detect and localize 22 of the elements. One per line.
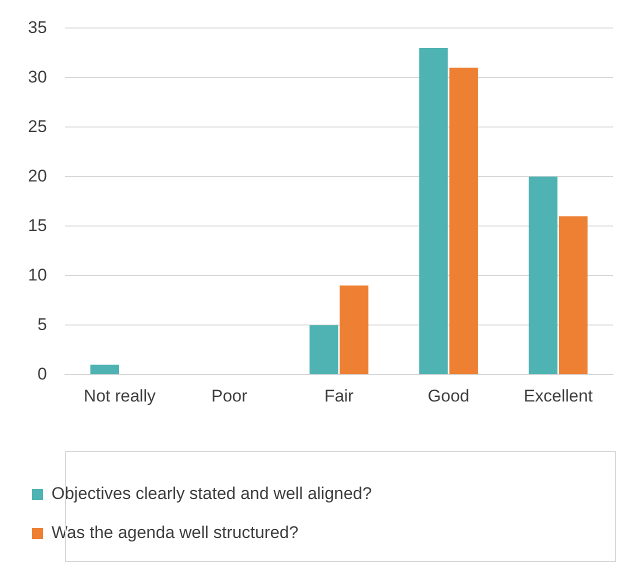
y-tick-label: 10 — [28, 265, 47, 284]
legend-label: Was the agenda well structured? — [52, 523, 298, 542]
y-tick-label: 5 — [37, 314, 47, 334]
x-tick-label: Poor — [211, 386, 248, 406]
y-tick-label: 30 — [28, 67, 47, 86]
x-tick-label: Fair — [324, 386, 354, 406]
y-tick-label: 25 — [28, 116, 47, 136]
bar — [528, 176, 558, 374]
x-tick-label: Excellent — [524, 386, 593, 406]
bar — [558, 216, 588, 374]
bar — [419, 48, 448, 374]
x-tick-label: Good — [428, 386, 470, 406]
bar — [90, 364, 119, 374]
y-tick-label: 15 — [28, 216, 47, 235]
legend-label: Objectives clearly stated and well aligned? — [52, 484, 372, 504]
x-tick-label: Not really — [84, 386, 156, 406]
bar — [310, 325, 338, 374]
y-tick-label: 0 — [37, 364, 47, 384]
bar — [449, 68, 478, 374]
bar — [340, 286, 368, 374]
y-tick-label: 20 — [28, 166, 47, 186]
y-tick-label: 35 — [28, 18, 47, 37]
